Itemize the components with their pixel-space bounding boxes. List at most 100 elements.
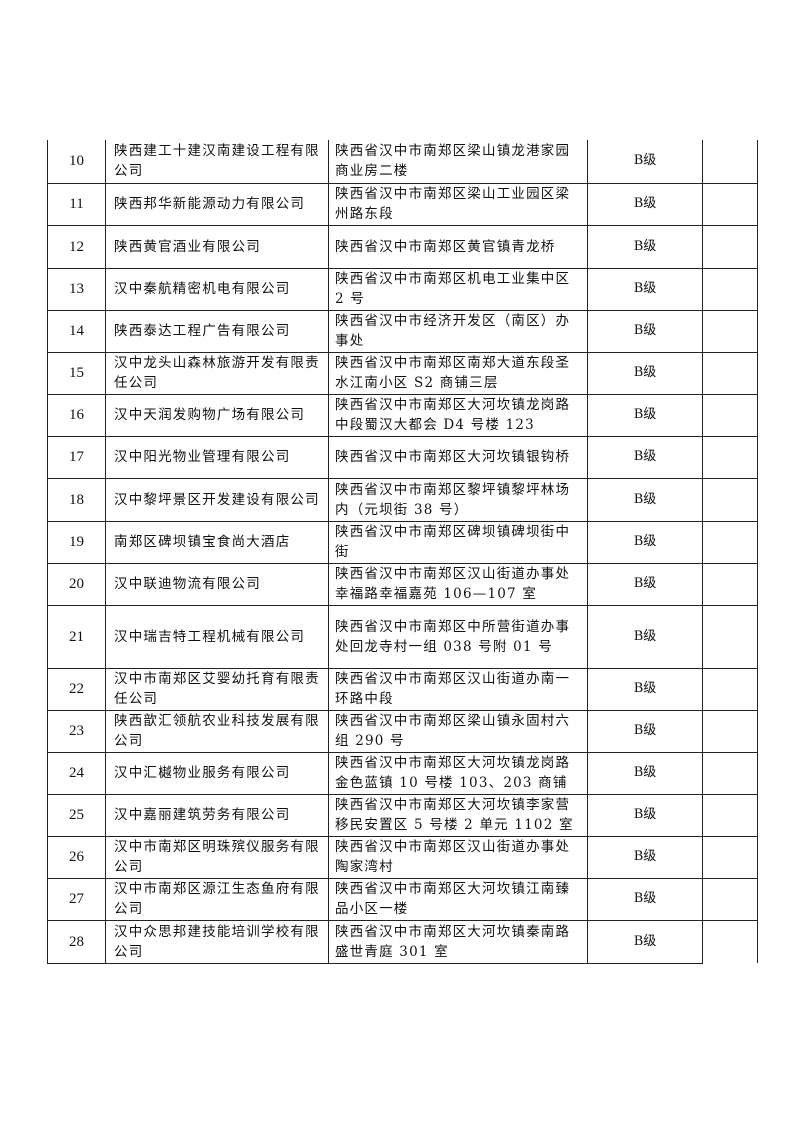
company-address: 陕西省汉中市南郑区大河坎镇李家营移民安置区 5 号楼 2 单元 1102 室 bbox=[328, 793, 588, 837]
remarks-cell bbox=[702, 751, 758, 795]
company-name: 汉中龙头山森林旅游开发有限责任公司 bbox=[105, 351, 329, 395]
row-number: 16 bbox=[47, 393, 106, 437]
company-address: 陕西省汉中市南郑区大河坎镇银钩桥 bbox=[328, 435, 588, 479]
row-number: 23 bbox=[47, 709, 106, 753]
row-number: 11 bbox=[47, 182, 106, 226]
row-number: 25 bbox=[47, 793, 106, 837]
company-address: 陕西省汉中市南郑区机电工业集中区 2 号 bbox=[328, 267, 588, 311]
remarks-cell bbox=[702, 562, 758, 606]
row-number: 26 bbox=[47, 835, 106, 879]
table-row: 23 陕西歆汇领航农业科技发展有限公司 陕西省汉中市南郑区梁山镇永固村六组 290 … bbox=[47, 709, 758, 753]
company-address: 陕西省汉中市南郑区汉山街道办南一环路中段 bbox=[328, 667, 588, 711]
company-address: 陕西省汉中市南郑区大河坎镇龙岗路金色蓝镇 10 号楼 103、203 商铺 bbox=[328, 751, 588, 795]
company-name: 陕西泰达工程广告有限公司 bbox=[105, 309, 329, 353]
remarks-cell bbox=[702, 520, 758, 564]
company-address: 陕西省汉中市南郑区汉山街道办事处幸福路幸福嘉苑 106—107 室 bbox=[328, 562, 588, 606]
company-name: 汉中嘉丽建筑劳务有限公司 bbox=[105, 793, 329, 837]
credit-grade: B级 bbox=[587, 351, 703, 395]
company-name: 汉中秦航精密机电有限公司 bbox=[105, 267, 329, 311]
remarks-cell bbox=[702, 793, 758, 837]
credit-grade: B级 bbox=[587, 267, 703, 311]
row-number: 17 bbox=[47, 435, 106, 479]
credit-grade: B级 bbox=[587, 877, 703, 921]
remarks-cell bbox=[702, 393, 758, 437]
company-name: 南郑区碑坝镇宝食尚大酒店 bbox=[105, 520, 329, 564]
remarks-cell bbox=[702, 877, 758, 921]
table-row: 25 汉中嘉丽建筑劳务有限公司 陕西省汉中市南郑区大河坎镇李家营移民安置区 5 号楼… bbox=[47, 793, 758, 837]
remarks-cell bbox=[702, 140, 758, 184]
table-row: 12 陕西黄官酒业有限公司 陕西省汉中市南郑区黄官镇青龙桥 B级 bbox=[47, 224, 758, 269]
company-address: 陕西省汉中市南郑区中所营街道办事处回龙寺村一组 038 号附 01 号 bbox=[328, 604, 588, 669]
remarks-cell bbox=[702, 182, 758, 226]
credit-grade: B级 bbox=[587, 140, 703, 184]
company-name: 陕西建工十建汉南建设工程有限公司 bbox=[105, 140, 329, 184]
remarks-cell bbox=[702, 224, 758, 269]
company-address: 陕西省汉中市南郑区大河坎镇龙岗路中段蜀汉大都会 D4 号楼 123 bbox=[328, 393, 588, 437]
credit-grade: B级 bbox=[587, 182, 703, 226]
remarks-cell bbox=[702, 919, 758, 963]
table-row: 22 汉中市南郑区艾婴幼托育有限责任公司 陕西省汉中市南郑区汉山街道办南一环路中段 B… bbox=[47, 667, 758, 711]
row-number: 18 bbox=[47, 477, 106, 522]
company-address: 陕西省汉中市南郑区大河坎镇秦南路盛世青庭 301 室 bbox=[328, 919, 588, 964]
row-number: 12 bbox=[47, 224, 106, 269]
credit-grade: B级 bbox=[587, 435, 703, 479]
company-name: 汉中黎坪景区开发建设有限公司 bbox=[105, 477, 329, 522]
row-number: 20 bbox=[47, 562, 106, 606]
remarks-cell bbox=[702, 435, 758, 479]
company-name: 汉中阳光物业管理有限公司 bbox=[105, 435, 329, 479]
table-row: 16 汉中天润发购物广场有限公司 陕西省汉中市南郑区大河坎镇龙岗路中段蜀汉大都会 D… bbox=[47, 393, 758, 437]
company-address: 陕西省汉中市南郑区大河坎镇江南臻品小区一楼 bbox=[328, 877, 588, 921]
remarks-cell bbox=[702, 604, 758, 669]
remarks-cell bbox=[702, 709, 758, 753]
company-name: 汉中众思邦建技能培训学校有限公司 bbox=[105, 919, 329, 964]
table-row: 17 汉中阳光物业管理有限公司 陕西省汉中市南郑区大河坎镇银钩桥 B级 bbox=[47, 435, 758, 479]
credit-grade: B级 bbox=[587, 709, 703, 753]
table-row: 14 陕西泰达工程广告有限公司 陕西省汉中市经济开发区（南区）办事处 B级 bbox=[47, 309, 758, 353]
credit-grade: B级 bbox=[587, 224, 703, 269]
credit-grade: B级 bbox=[587, 793, 703, 837]
row-number: 15 bbox=[47, 351, 106, 395]
company-grade-table: 10 陕西建工十建汉南建设工程有限公司 陕西省汉中市南郑区梁山镇龙港家园商业房二楼 B… bbox=[47, 140, 758, 964]
credit-grade: B级 bbox=[587, 751, 703, 795]
table-row: 20 汉中联迪物流有限公司 陕西省汉中市南郑区汉山街道办事处幸福路幸福嘉苑 106—… bbox=[47, 562, 758, 606]
company-name: 汉中市南郑区源江生态鱼府有限公司 bbox=[105, 877, 329, 921]
remarks-cell bbox=[702, 667, 758, 711]
company-name: 汉中市南郑区明珠殡仪服务有限公司 bbox=[105, 835, 329, 879]
remarks-cell bbox=[702, 835, 758, 879]
table-row: 13 汉中秦航精密机电有限公司 陕西省汉中市南郑区机电工业集中区 2 号 B级 bbox=[47, 267, 758, 311]
credit-grade: B级 bbox=[587, 562, 703, 606]
company-address: 陕西省汉中市南郑区梁山工业园区梁州路东段 bbox=[328, 182, 588, 226]
company-address: 陕西省汉中市南郑区梁山镇龙港家园商业房二楼 bbox=[328, 140, 588, 184]
credit-grade: B级 bbox=[587, 520, 703, 564]
credit-grade: B级 bbox=[587, 919, 703, 964]
company-address: 陕西省汉中市南郑区汉山街道办事处陶家湾村 bbox=[328, 835, 588, 879]
company-name: 汉中天润发购物广场有限公司 bbox=[105, 393, 329, 437]
row-number: 24 bbox=[47, 751, 106, 795]
company-address: 陕西省汉中市南郑区梁山镇永固村六组 290 号 bbox=[328, 709, 588, 753]
table-row: 27 汉中市南郑区源江生态鱼府有限公司 陕西省汉中市南郑区大河坎镇江南臻品小区一楼 B… bbox=[47, 877, 758, 921]
company-name: 陕西邦华新能源动力有限公司 bbox=[105, 182, 329, 226]
remarks-cell bbox=[702, 309, 758, 353]
row-number: 10 bbox=[47, 140, 106, 184]
row-number: 19 bbox=[47, 520, 106, 564]
row-number: 21 bbox=[47, 604, 106, 669]
table-row: 21 汉中瑞吉特工程机械有限公司 陕西省汉中市南郑区中所营街道办事处回龙寺村一组 0… bbox=[47, 604, 758, 669]
credit-grade: B级 bbox=[587, 604, 703, 669]
remarks-cell bbox=[702, 351, 758, 395]
credit-grade: B级 bbox=[587, 393, 703, 437]
table-row: 18 汉中黎坪景区开发建设有限公司 陕西省汉中市南郑区黎坪镇黎坪林场内（元坝街 38… bbox=[47, 477, 758, 522]
credit-grade: B级 bbox=[587, 667, 703, 711]
company-name: 汉中汇樾物业服务有限公司 bbox=[105, 751, 329, 795]
table-body: 10 陕西建工十建汉南建设工程有限公司 陕西省汉中市南郑区梁山镇龙港家园商业房二楼 B… bbox=[47, 140, 758, 964]
table-row: 11 陕西邦华新能源动力有限公司 陕西省汉中市南郑区梁山工业园区梁州路东段 B级 bbox=[47, 182, 758, 226]
company-name: 汉中市南郑区艾婴幼托育有限责任公司 bbox=[105, 667, 329, 711]
company-address: 陕西省汉中市经济开发区（南区）办事处 bbox=[328, 309, 588, 353]
row-number: 14 bbox=[47, 309, 106, 353]
table-row: 10 陕西建工十建汉南建设工程有限公司 陕西省汉中市南郑区梁山镇龙港家园商业房二楼 B… bbox=[47, 140, 758, 184]
credit-grade: B级 bbox=[587, 309, 703, 353]
company-name: 汉中瑞吉特工程机械有限公司 bbox=[105, 604, 329, 669]
company-address: 陕西省汉中市南郑区黄官镇青龙桥 bbox=[328, 224, 588, 269]
table-row: 19 南郑区碑坝镇宝食尚大酒店 陕西省汉中市南郑区碑坝镇碑坝街中街 B级 bbox=[47, 520, 758, 564]
company-address: 陕西省汉中市南郑区南郑大道东段圣水江南小区 S2 商铺三层 bbox=[328, 351, 588, 395]
company-address: 陕西省汉中市南郑区黎坪镇黎坪林场内（元坝街 38 号） bbox=[328, 477, 588, 522]
